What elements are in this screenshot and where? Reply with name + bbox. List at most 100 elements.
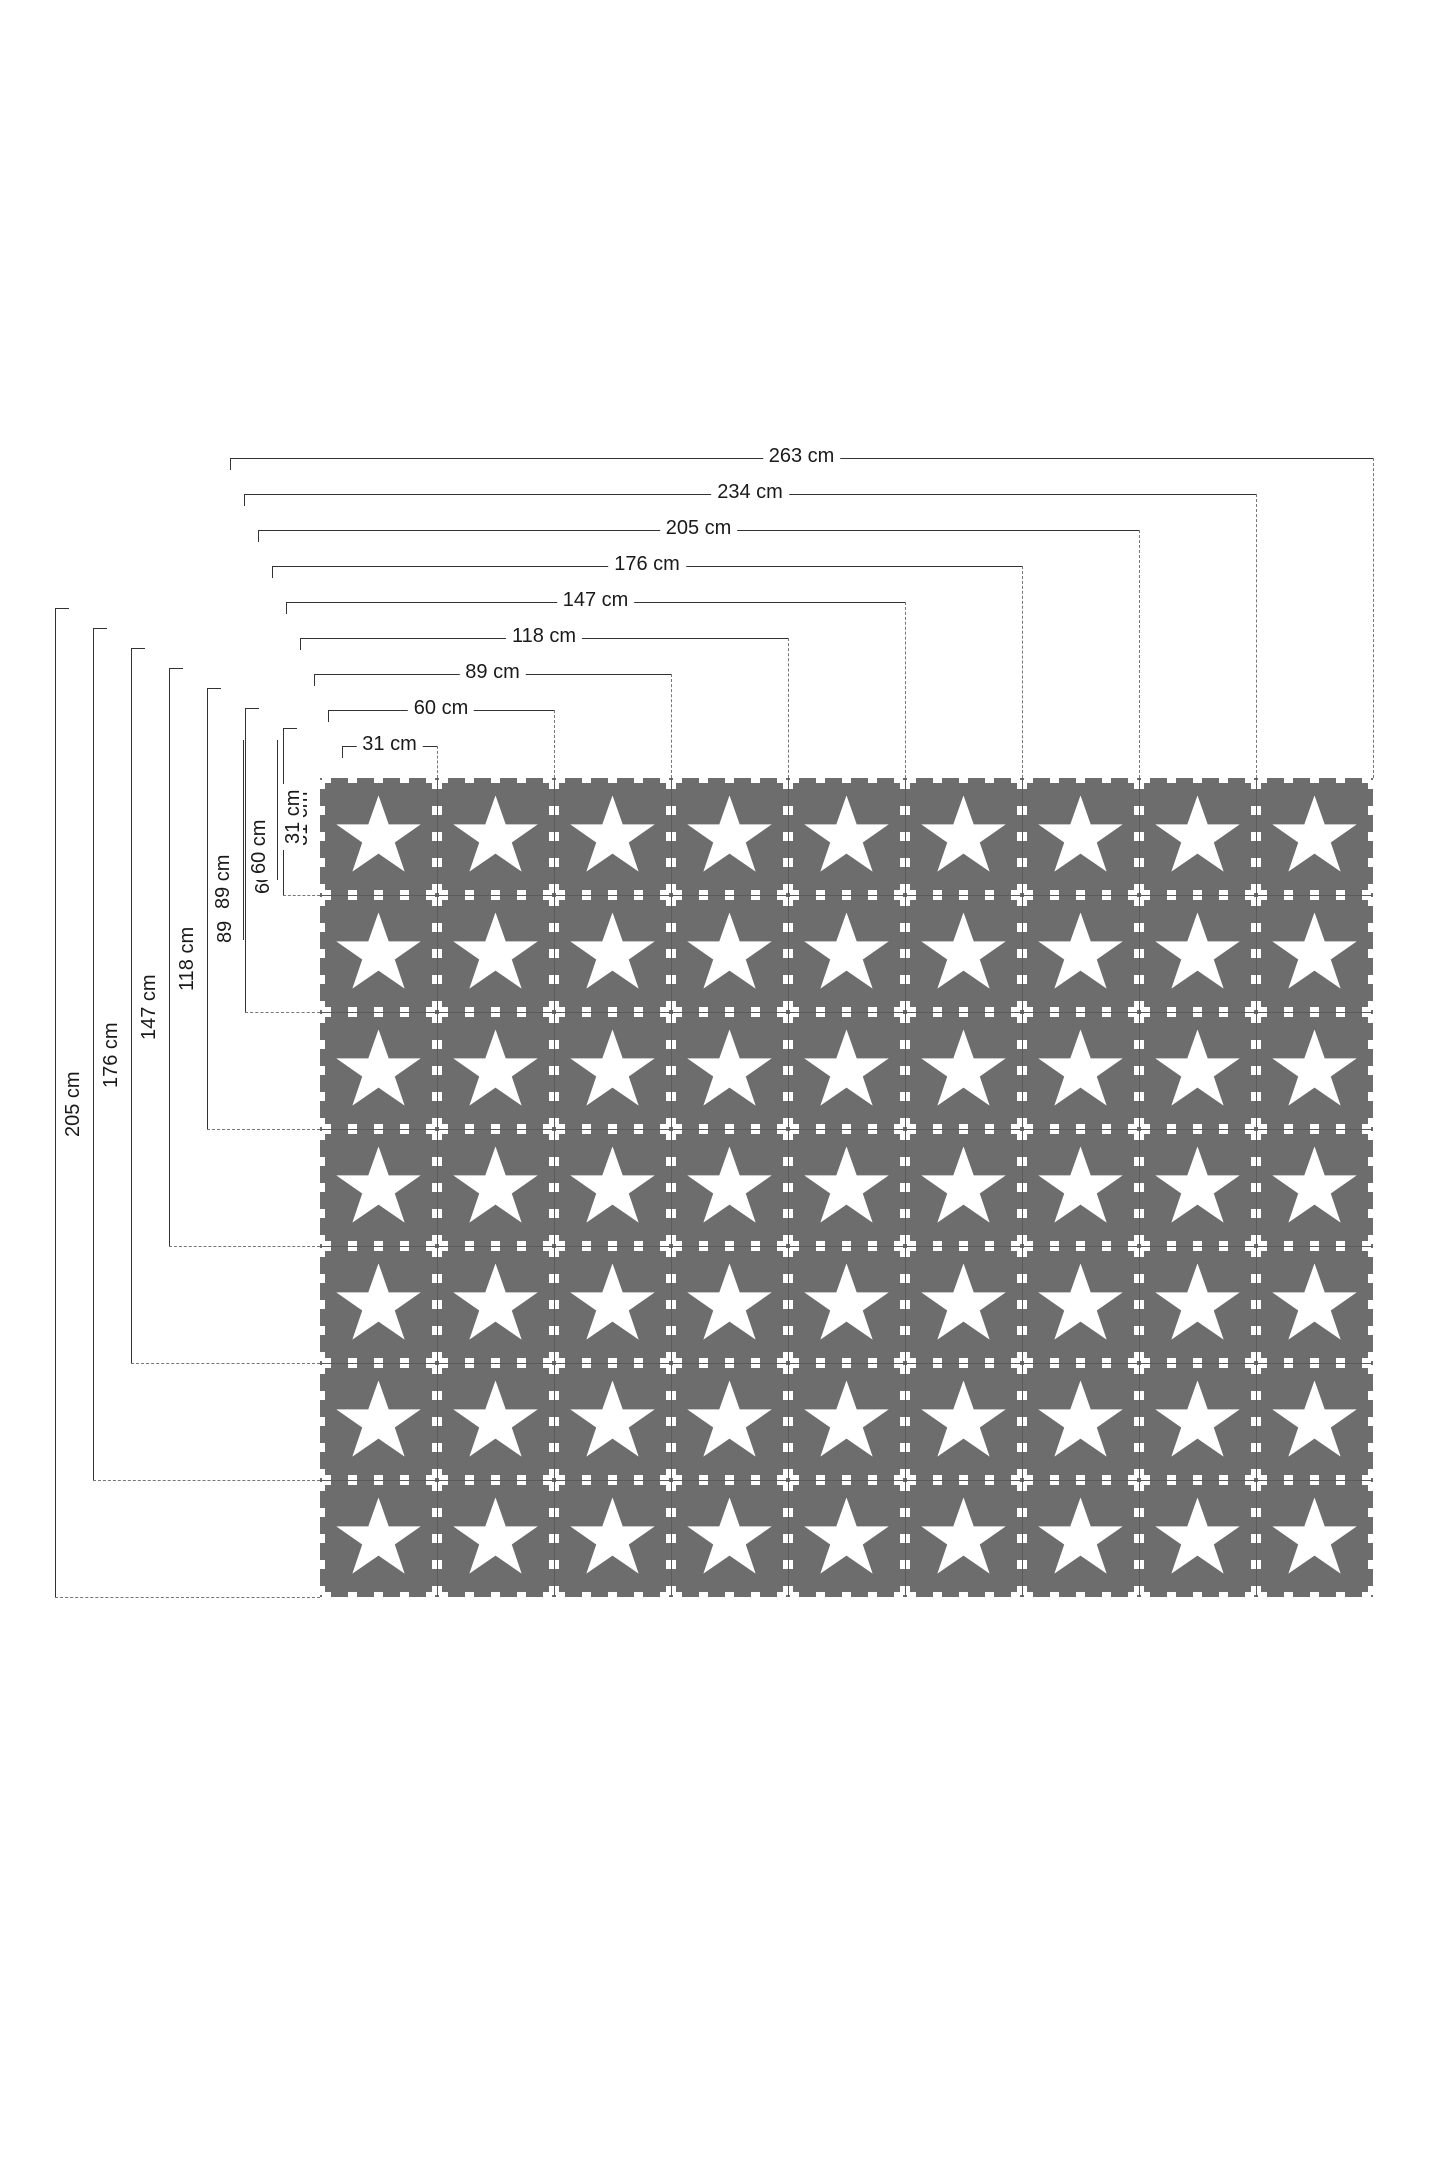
tile-notch	[1251, 1248, 1256, 1257]
tile-notch	[1368, 1560, 1373, 1569]
tile-notch	[1022, 923, 1027, 932]
tile-notch	[699, 1012, 708, 1017]
tile-notch	[1368, 780, 1373, 789]
tile-notch	[751, 1480, 760, 1485]
tile-seam	[671, 895, 788, 896]
tile-notch	[1167, 778, 1176, 783]
tile-notch	[816, 895, 825, 900]
tile-seam	[671, 1246, 672, 1363]
tile-notch	[1128, 1129, 1137, 1134]
tile-notch	[437, 1235, 442, 1244]
tile-notch	[788, 1092, 793, 1101]
tile-notch	[905, 1443, 910, 1452]
tile-notch	[1193, 895, 1202, 900]
tile-notch	[465, 1241, 474, 1246]
tile-notch	[905, 1014, 910, 1023]
tile-notch	[1251, 806, 1256, 815]
tile-notch	[1193, 1475, 1202, 1480]
tile-notch	[437, 1560, 442, 1569]
tile-notch	[320, 923, 325, 932]
dimension-tick	[272, 566, 273, 578]
tile-notch	[432, 949, 437, 958]
tile-notch	[322, 778, 331, 783]
tile-notch	[985, 1475, 994, 1480]
tile-notch	[1022, 1040, 1027, 1049]
tile-notch	[1017, 832, 1022, 841]
dimension-tick	[131, 648, 145, 649]
tile-notch	[1368, 1326, 1373, 1335]
tile-notch	[725, 1363, 734, 1368]
dimension-label: 147 cm	[138, 967, 160, 1046]
tile-notch	[1336, 1246, 1345, 1251]
mat-tile	[320, 895, 437, 1012]
tile-notch	[543, 1012, 552, 1017]
tile-seam	[1139, 895, 1256, 896]
tile-notch	[432, 1118, 437, 1127]
tile-notch	[1258, 1480, 1267, 1485]
tile-notch	[1050, 1363, 1059, 1368]
tile-notch	[432, 1391, 437, 1400]
tile-notch	[1139, 1092, 1144, 1101]
tile-seam	[905, 1129, 906, 1246]
tile-notch	[556, 1241, 565, 1246]
tile-notch	[437, 1469, 442, 1478]
tile-notch	[549, 1417, 554, 1426]
tile-seam	[788, 895, 905, 896]
tile-notch	[608, 1480, 617, 1485]
tile-notch	[671, 1235, 676, 1244]
tile-notch	[788, 897, 793, 906]
tile-notch	[1251, 1183, 1256, 1192]
dimension-extension-line	[1256, 494, 1257, 778]
tile-notch	[634, 1358, 643, 1363]
tile-notch	[671, 1469, 676, 1478]
tile-notch	[894, 1007, 903, 1012]
tile-notch	[549, 1014, 554, 1023]
tile-notch	[751, 778, 760, 783]
tile-notch	[517, 1363, 526, 1368]
tile-notch	[673, 1124, 682, 1129]
tile-seam	[905, 1012, 1022, 1013]
tile-seam	[905, 778, 906, 895]
tile-notch	[1284, 1012, 1293, 1017]
tile-notch	[1368, 832, 1373, 841]
tile-notch	[985, 1124, 994, 1129]
mat-tile	[671, 1012, 788, 1129]
tile-notch	[933, 1246, 942, 1251]
tile-notch	[437, 806, 442, 815]
tile-notch	[673, 1480, 682, 1485]
tile-seam	[1139, 1012, 1140, 1129]
dimension-extension-line	[169, 1246, 320, 1247]
tile-notch	[777, 1246, 786, 1251]
tile-notch	[437, 1482, 442, 1491]
tile-notch	[905, 1274, 910, 1283]
tile-notch	[725, 1246, 734, 1251]
tile-notch	[900, 780, 905, 789]
tile-notch	[554, 1209, 559, 1218]
tile-notch	[699, 1241, 708, 1246]
tile-notch	[933, 1358, 942, 1363]
tile-notch	[1017, 1248, 1022, 1257]
tile-notch	[437, 1183, 442, 1192]
tile-notch	[816, 1363, 825, 1368]
tile-notch	[671, 1001, 676, 1010]
tile-notch	[554, 1066, 559, 1075]
tile-notch	[1022, 1534, 1027, 1543]
tile-seam	[554, 1012, 671, 1013]
tile-notch	[959, 1129, 968, 1134]
tile-notch	[1141, 1012, 1150, 1017]
tile-notch	[788, 1391, 793, 1400]
tile-notch	[900, 1586, 905, 1595]
tile-notch	[660, 890, 669, 895]
tile-notch	[320, 1469, 325, 1478]
tile-notch	[933, 1007, 942, 1012]
tile-notch	[465, 1129, 474, 1134]
tile-notch	[671, 884, 676, 893]
tile-notch	[1139, 1183, 1144, 1192]
tile-seam	[671, 1246, 788, 1247]
tile-seam	[1256, 1012, 1257, 1129]
tile-notch	[549, 780, 554, 789]
tile-notch	[783, 1417, 788, 1426]
tile-notch	[1139, 923, 1144, 932]
tile-notch	[437, 1248, 442, 1257]
tile-notch	[666, 1274, 671, 1283]
